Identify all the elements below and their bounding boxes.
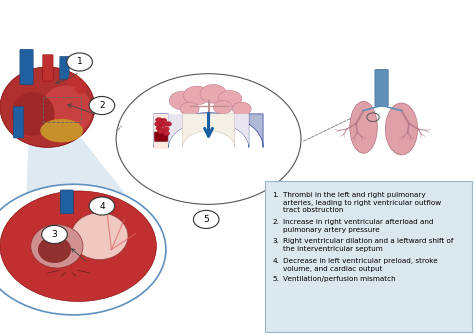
FancyBboxPatch shape [265, 181, 472, 332]
Text: 1: 1 [77, 58, 82, 66]
Circle shape [169, 91, 196, 110]
Circle shape [157, 129, 164, 134]
Ellipse shape [67, 74, 79, 87]
Ellipse shape [385, 103, 418, 155]
Circle shape [156, 126, 163, 131]
Ellipse shape [0, 67, 95, 147]
Text: 1.: 1. [273, 192, 280, 198]
FancyBboxPatch shape [13, 107, 24, 138]
Polygon shape [182, 114, 235, 147]
Ellipse shape [40, 85, 92, 136]
Circle shape [89, 96, 115, 115]
Circle shape [163, 131, 170, 136]
Circle shape [0, 184, 166, 315]
Text: Thrombi in the left and right pulmonary
arteries, leading to right ventricular o: Thrombi in the left and right pulmonary … [283, 192, 441, 213]
Text: 3.: 3. [273, 238, 280, 244]
Text: 5.: 5. [273, 276, 280, 282]
Ellipse shape [12, 92, 55, 136]
Ellipse shape [350, 101, 377, 153]
Circle shape [180, 102, 199, 116]
FancyBboxPatch shape [155, 132, 168, 141]
FancyBboxPatch shape [154, 114, 168, 149]
FancyBboxPatch shape [375, 69, 388, 107]
Circle shape [165, 122, 172, 126]
Text: Decrease in left ventricular preload, stroke
volume, and cardiac output: Decrease in left ventricular preload, st… [283, 258, 438, 272]
Circle shape [116, 74, 301, 204]
Circle shape [200, 84, 227, 103]
Polygon shape [168, 114, 249, 147]
Text: 2.: 2. [273, 219, 280, 225]
Circle shape [155, 122, 161, 126]
Text: Increase in right ventricular afterload and
pulmonary artery pressure: Increase in right ventricular afterload … [283, 219, 434, 233]
Circle shape [218, 90, 242, 107]
Ellipse shape [40, 119, 83, 142]
Circle shape [193, 210, 219, 228]
Text: 5: 5 [203, 215, 209, 224]
Circle shape [89, 197, 115, 215]
Ellipse shape [75, 80, 86, 94]
Circle shape [160, 118, 167, 123]
Circle shape [213, 100, 232, 114]
FancyBboxPatch shape [20, 49, 33, 85]
Circle shape [155, 118, 162, 122]
Ellipse shape [0, 191, 156, 302]
Text: Ventilation/perfusion mismatch: Ventilation/perfusion mismatch [283, 276, 396, 282]
Text: 4.: 4. [273, 258, 280, 264]
Polygon shape [26, 137, 135, 206]
Text: 4: 4 [99, 202, 105, 210]
Circle shape [232, 102, 251, 116]
Ellipse shape [38, 236, 71, 263]
FancyBboxPatch shape [43, 55, 53, 81]
FancyBboxPatch shape [60, 56, 69, 79]
Text: 3: 3 [52, 230, 57, 239]
Circle shape [159, 122, 166, 127]
FancyBboxPatch shape [60, 190, 73, 214]
Text: Right ventricular dilation and a leftward shift of
the interventricular septum: Right ventricular dilation and a leftwar… [283, 238, 453, 252]
Circle shape [183, 86, 210, 105]
Circle shape [67, 53, 92, 71]
Text: 2: 2 [99, 101, 105, 110]
Circle shape [42, 225, 67, 244]
Circle shape [163, 127, 169, 131]
Polygon shape [154, 113, 263, 147]
Ellipse shape [31, 224, 83, 268]
Ellipse shape [71, 213, 128, 260]
